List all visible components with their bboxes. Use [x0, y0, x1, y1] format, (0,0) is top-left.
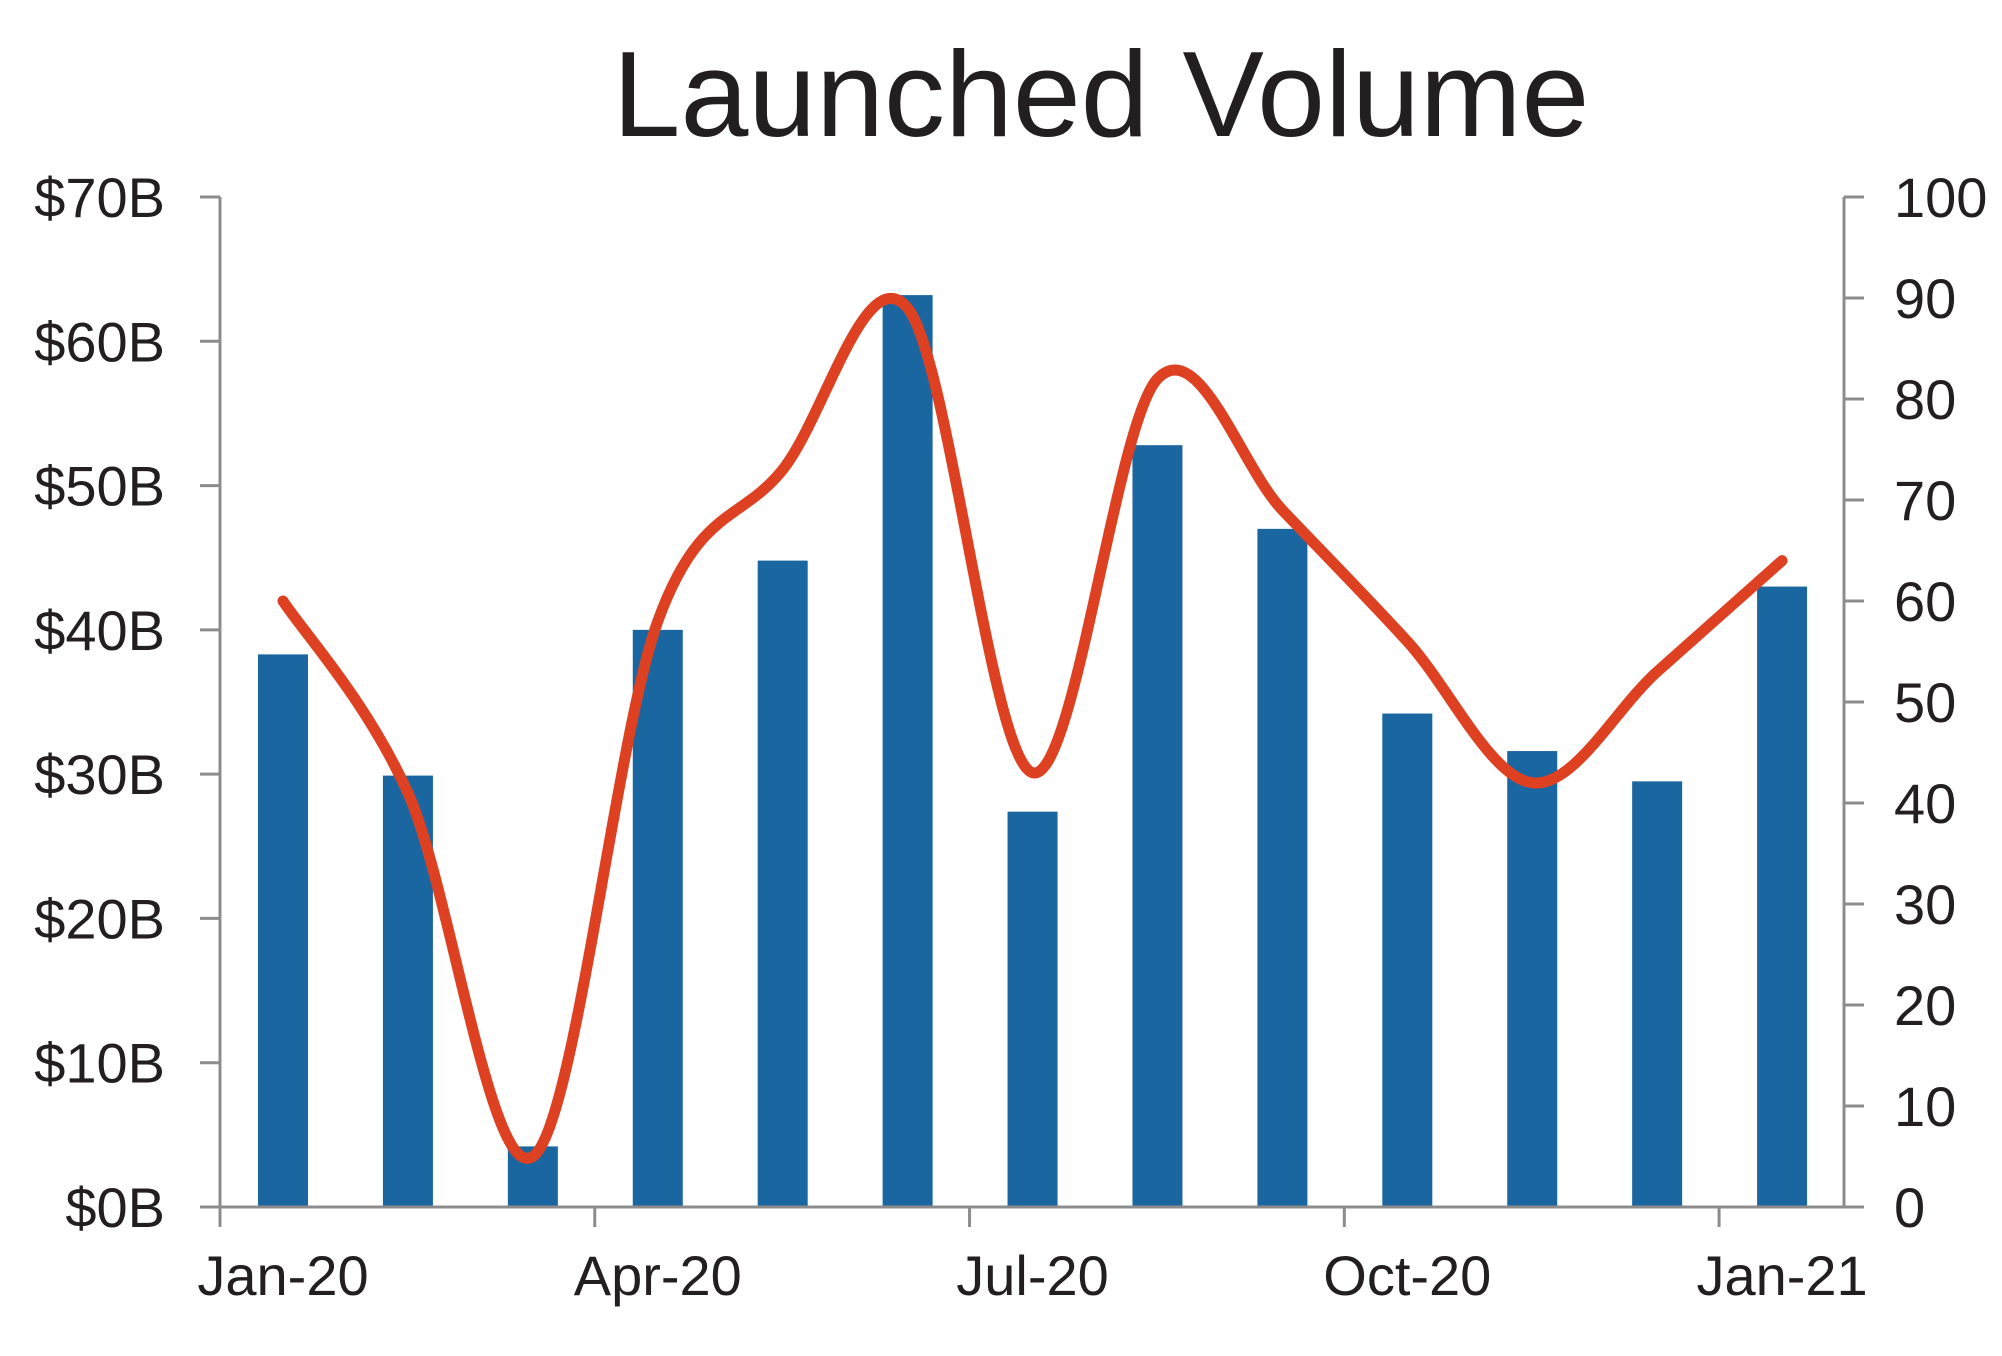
bar-jan-20 — [258, 654, 308, 1207]
right-y-tick-label: 60 — [1894, 570, 1956, 633]
line-point-dec-20 — [1656, 671, 1658, 673]
line-point-sep-20 — [1281, 509, 1283, 511]
x-tick-label: Apr-20 — [574, 1244, 742, 1307]
line-point-mar-20 — [532, 1156, 534, 1157]
bar-jul-20 — [1007, 811, 1058, 1207]
bar-dec-20 — [1632, 781, 1683, 1207]
left-y-tick-label: $60B — [34, 310, 165, 373]
left-y-tick-label: $0B — [65, 1176, 165, 1239]
bar-nov-20 — [1507, 751, 1558, 1207]
right-y-tick-label: 90 — [1894, 267, 1956, 330]
line-point-jan-20 — [282, 600, 284, 602]
right-y-tick-label: 40 — [1894, 772, 1956, 835]
line-point-jun-20 — [907, 307, 909, 309]
right-y-tick-label: 20 — [1894, 974, 1956, 1037]
right-y-tick-label: 30 — [1894, 873, 1956, 936]
line-point-apr-20 — [657, 620, 659, 622]
left-y-tick-label: $70B — [34, 166, 165, 229]
line-point-aug-20 — [1156, 378, 1158, 380]
x-axis-ticks: Jan-20 Apr-20 Jul-20 Oct-20 Jan-21 — [197, 1207, 1868, 1307]
left-y-tick-label: $40B — [34, 599, 165, 662]
line-point-oct-20 — [1406, 640, 1408, 642]
line-point-feb-20 — [407, 792, 409, 794]
bar-apr-20 — [632, 629, 683, 1207]
bar-jan-21 — [1757, 586, 1808, 1207]
line-point-may-20 — [782, 469, 784, 471]
right-y-tick-label: 0 — [1894, 1176, 1925, 1239]
right-y-tick-label: 80 — [1894, 368, 1956, 431]
left-y-tick-label: $30B — [34, 743, 165, 806]
line-series-path — [277, 293, 1788, 1164]
line-point-jan-21 — [1781, 560, 1783, 562]
chart-title: Launched Volume — [613, 26, 1590, 162]
right-y-tick-label: 100 — [1894, 166, 1987, 229]
x-tick-label: Jan-21 — [1696, 1244, 1867, 1307]
right-y-axis-ticks: 0 10 20 30 40 50 60 70 80 90 100 — [1844, 166, 1987, 1239]
bar-oct-20 — [1382, 713, 1433, 1207]
bar-jun-20 — [882, 295, 933, 1208]
left-y-tick-label: $10B — [34, 1032, 165, 1095]
bar-sep-20 — [1257, 528, 1308, 1207]
bar-aug-20 — [1132, 445, 1183, 1208]
left-y-tick-label: $20B — [34, 887, 165, 950]
left-y-axis-ticks: $0B $10B $20B $30B $40B $50B $60B $70B — [34, 166, 220, 1239]
x-tick-label: Jan-20 — [197, 1244, 368, 1307]
line-point-jul-20 — [1032, 772, 1034, 774]
x-tick-label: Jul-20 — [956, 1244, 1109, 1307]
bar-series — [258, 295, 1808, 1208]
line-point-nov-20 — [1531, 782, 1533, 784]
left-y-tick-label: $50B — [34, 455, 165, 518]
x-tick-label: Oct-20 — [1323, 1244, 1491, 1307]
right-y-tick-label: 50 — [1894, 671, 1956, 734]
bar-may-20 — [757, 560, 808, 1207]
right-y-tick-label: 10 — [1894, 1075, 1956, 1138]
right-y-tick-label: 70 — [1894, 469, 1956, 532]
line-series — [277, 293, 1788, 1164]
